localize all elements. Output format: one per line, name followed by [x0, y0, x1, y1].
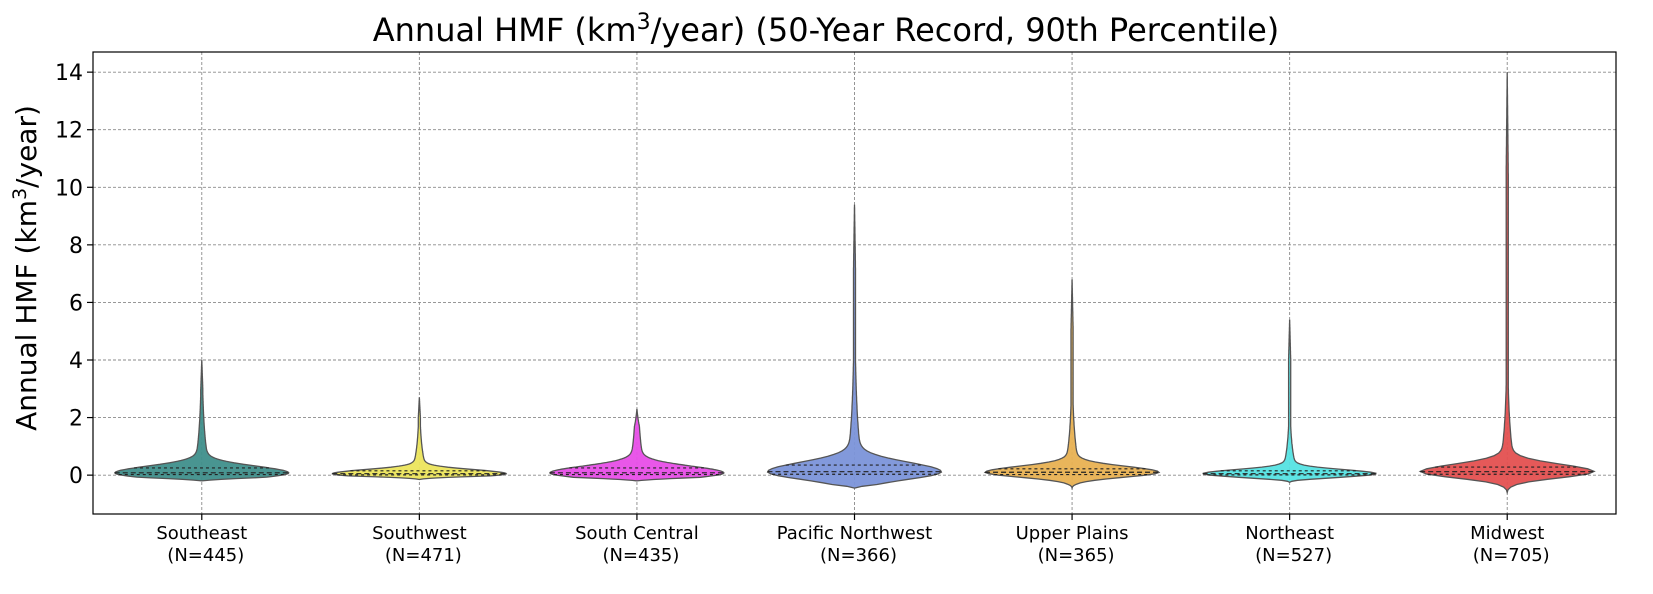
y-axis-label: Annual HMF (km3/year) — [9, 105, 43, 431]
y-tick-label: 12 — [55, 119, 83, 144]
x-tick-label: Southeast — [156, 523, 247, 544]
x-tick-label: Pacific Northwest — [777, 523, 933, 544]
x-tick-count-label: (N=445) — [167, 545, 244, 566]
y-tick-label: 4 — [69, 349, 83, 374]
y-tick-label: 10 — [55, 176, 83, 201]
x-tick-label: Upper Plains — [1016, 523, 1129, 544]
x-axis: Southeast(N=445) Southwest(N=471) South Ce… — [156, 514, 1550, 566]
x-tick-count-label: (N=527) — [1255, 545, 1332, 566]
y-axis: 0 2 4 6 8 10 12 14 — [55, 61, 93, 489]
violin-northeast — [1202, 319, 1377, 484]
x-tick-count-label: (N=471) — [385, 545, 462, 566]
x-tick-label: Northeast — [1245, 523, 1334, 544]
chart-title: Annual HMF (km3/year) (50-Year Record, 9… — [373, 10, 1280, 49]
x-tick-count-label: (N=705) — [1473, 545, 1550, 566]
violin-southeast — [114, 360, 290, 482]
x-tick-count-label: (N=365) — [1038, 545, 1115, 566]
violin-south-central — [549, 408, 725, 482]
y-tick-label: 2 — [69, 407, 83, 432]
violin-southwest — [331, 397, 508, 481]
violin-body — [766, 204, 943, 489]
violin-body — [1202, 319, 1377, 484]
x-tick-label: Midwest — [1470, 523, 1544, 544]
x-tick-label: South Central — [575, 523, 699, 544]
x-tick-count-label: (N=435) — [602, 545, 679, 566]
y-tick-label: 0 — [69, 464, 83, 489]
violin-pacific-northwest — [766, 204, 943, 489]
y-tick-label: 6 — [69, 291, 83, 316]
violins — [114, 72, 1596, 495]
y-tick-label: 14 — [55, 61, 83, 86]
violin-body — [331, 397, 508, 481]
violin-body — [114, 360, 290, 482]
x-tick-label: Southwest — [372, 523, 467, 544]
violin-upper-plains — [983, 279, 1161, 491]
x-tick-count-label: (N=366) — [820, 545, 897, 566]
violin-body — [983, 279, 1161, 491]
violin-body — [549, 408, 725, 482]
violin-body — [1418, 72, 1596, 495]
y-tick-label: 8 — [69, 234, 83, 259]
violin-midwest — [1418, 72, 1596, 495]
